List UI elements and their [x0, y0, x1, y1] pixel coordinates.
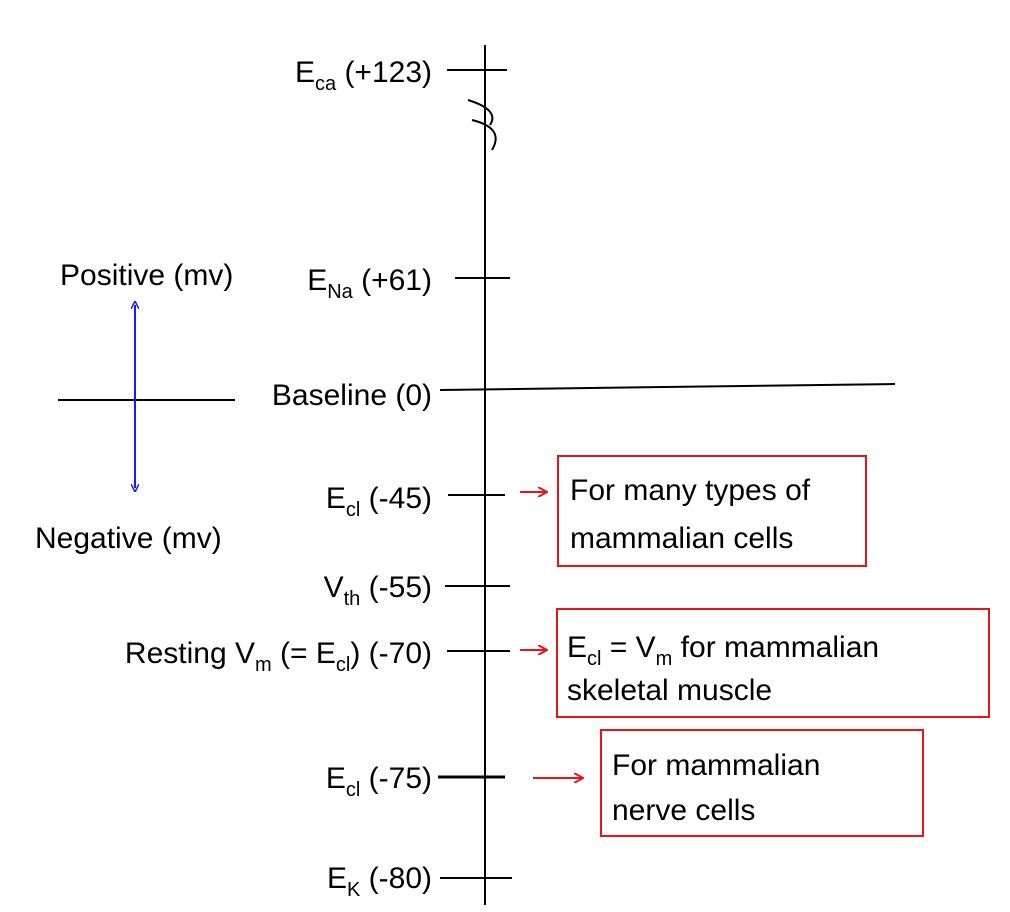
label: Ecl (-45) [326, 482, 432, 521]
subscript: cl [587, 648, 601, 670]
text-part: E [295, 56, 315, 89]
text-part: (-55) [360, 571, 432, 604]
text-part: nerve cells [612, 794, 755, 827]
text-part: E [327, 862, 347, 895]
subscript: th [344, 588, 361, 610]
text-part: E [326, 482, 346, 515]
text-part: Baseline (0) [272, 379, 432, 412]
baseline-line [439, 383, 896, 391]
label: Ecl (-75) [326, 762, 432, 801]
label: Vth (-55) [324, 571, 432, 610]
text-part: Resting V [125, 637, 255, 670]
subscript: m [656, 648, 673, 670]
label: EK (-80) [327, 862, 432, 901]
text-part: E [567, 631, 587, 664]
label: skeletal muscle [567, 674, 772, 707]
axis-break [467, 99, 497, 151]
text-part: V [324, 571, 344, 604]
text-part: (+123) [336, 56, 432, 89]
label: For mammalian [612, 749, 820, 782]
label: Resting Vm (= Ecl) (-70) [125, 637, 432, 676]
positive-label: Positive (mv) [60, 259, 233, 292]
text-part: For many types of [570, 474, 811, 507]
negative-label: Negative (mv) [35, 522, 222, 555]
axis-lines [58, 45, 896, 905]
text-part: (= E [272, 637, 336, 670]
text-part: (-75) [360, 762, 432, 795]
subscript: m [255, 654, 272, 676]
text-part: (-45) [360, 482, 432, 515]
subscript: K [347, 879, 361, 901]
subscript: cl [346, 499, 360, 521]
label: Baseline (0) [272, 379, 432, 412]
note-box [557, 455, 867, 567]
subscript: Na [327, 281, 353, 303]
subscript: cl [346, 779, 360, 801]
label: For many types of [570, 474, 811, 507]
note-box [600, 729, 924, 837]
subscript: cl [336, 654, 350, 676]
text-part: for mammalian [672, 631, 879, 664]
label: Ecl = Vm for mammalian [567, 631, 879, 670]
text-part: For mammalian [612, 749, 820, 782]
text-part: E [326, 762, 346, 795]
subscript: ca [315, 73, 337, 95]
label: mammalian cells [570, 522, 793, 555]
text-part: mammalian cells [570, 522, 793, 555]
text-part: skeletal muscle [567, 674, 772, 707]
note-box [556, 608, 990, 718]
text-part: = V [601, 631, 655, 664]
note-boxes [520, 455, 990, 837]
text-part: (+61) [353, 264, 432, 297]
text-part: (-80) [360, 862, 432, 895]
label: ENa (+61) [307, 264, 432, 303]
text-part: ) (-70) [350, 637, 432, 670]
label: Eca (+123) [295, 56, 432, 95]
text-part: E [307, 264, 327, 297]
label: nerve cells [612, 794, 755, 827]
